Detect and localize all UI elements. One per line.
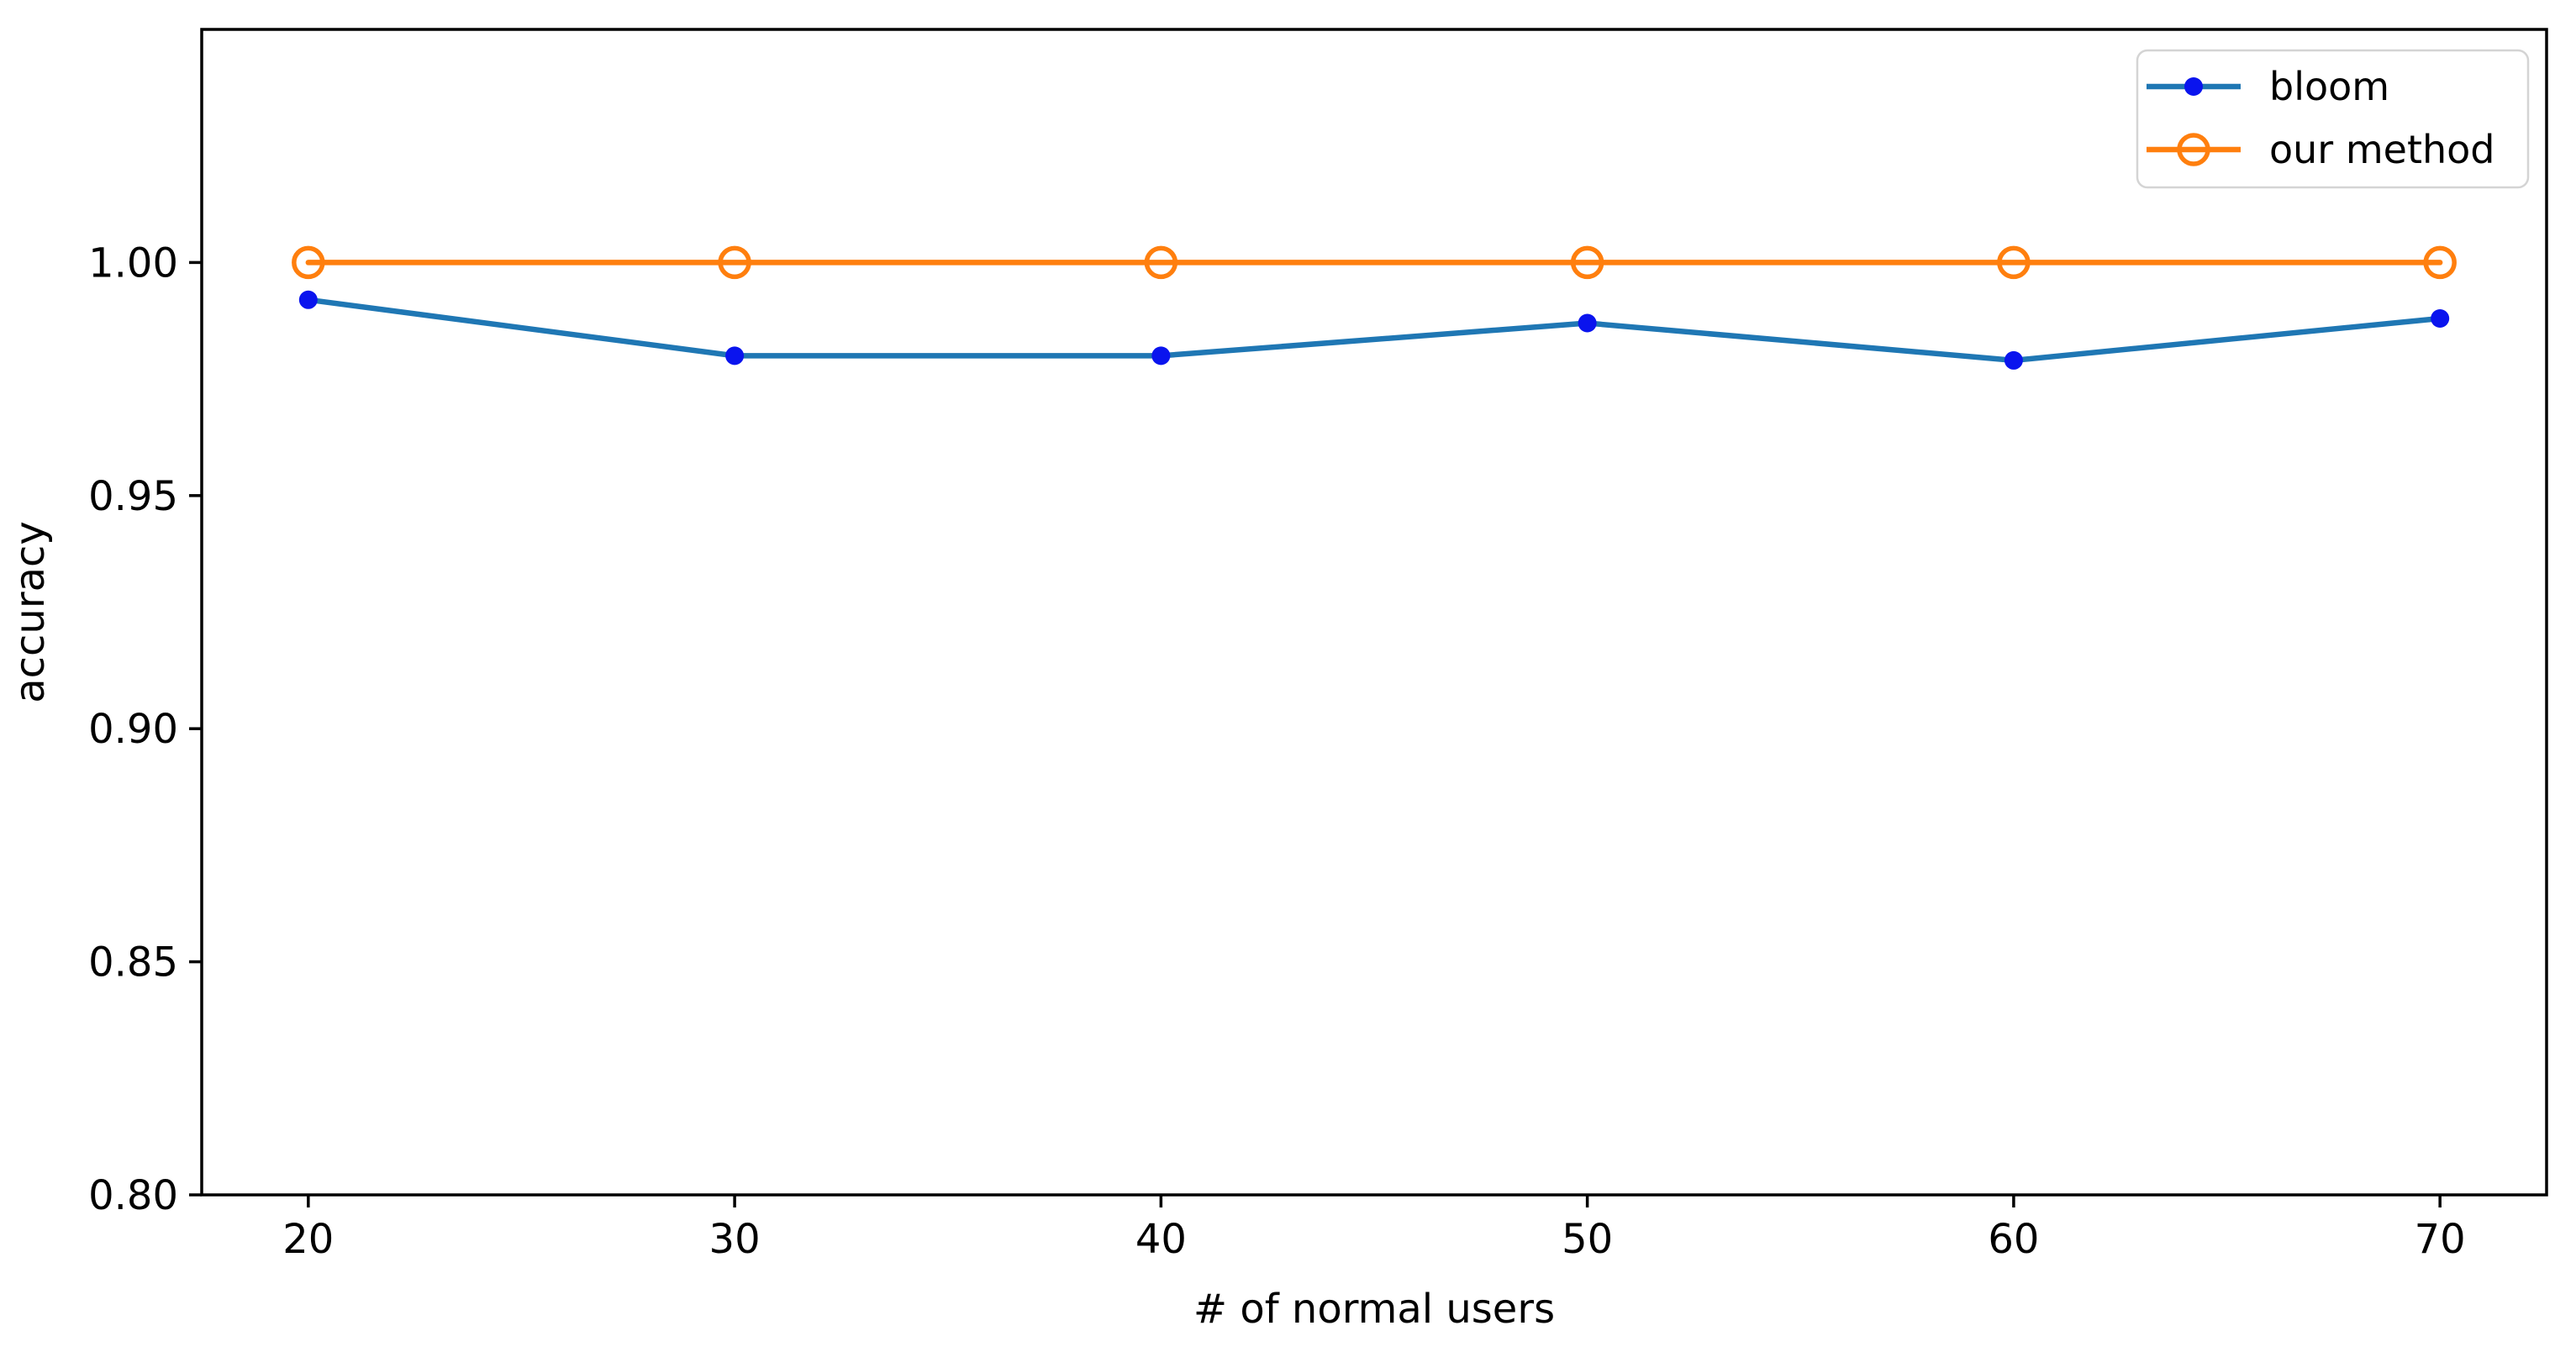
series-marker-our-method xyxy=(292,245,325,280)
series-marker-bloom xyxy=(1151,346,1171,366)
series-line-bloom xyxy=(305,297,2443,364)
x-tick-label: 40 xyxy=(1135,1216,1187,1263)
legend-marker-our-method-icon xyxy=(2177,133,2210,166)
x-tick-label: 30 xyxy=(709,1216,761,1263)
series-marker-our-method xyxy=(1144,245,1178,280)
axes-border xyxy=(200,28,2548,1197)
series-marker-our-method xyxy=(2423,245,2457,280)
series-marker-our-method xyxy=(1997,245,2031,280)
x-tick-label: 70 xyxy=(2415,1216,2466,1263)
series-marker-bloom xyxy=(2004,350,2023,370)
series-marker-bloom xyxy=(2431,308,2450,328)
x-axis-title: # of normal users xyxy=(1193,1286,1555,1333)
series-marker-our-method xyxy=(1570,245,1604,280)
y-axis-title: accuracy xyxy=(7,521,54,703)
x-tick-label: 60 xyxy=(1988,1216,2039,1263)
series-marker-our-method xyxy=(718,245,751,280)
legend-marker-bloom-icon xyxy=(2184,77,2203,96)
x-tick-label: 20 xyxy=(282,1216,334,1263)
y-tick-label: 0.80 xyxy=(88,1172,178,1219)
plot-area xyxy=(202,29,2547,1195)
series-marker-bloom xyxy=(298,290,318,309)
y-tick-label: 1.00 xyxy=(88,239,178,287)
y-tick-label: 0.95 xyxy=(88,473,178,520)
legend: bloom our method xyxy=(2136,49,2530,189)
legend-label-our-method: our method xyxy=(2269,127,2494,172)
x-tick-label: 50 xyxy=(1562,1216,1613,1263)
y-tick-label: 0.85 xyxy=(88,939,178,986)
legend-label-bloom: bloom xyxy=(2269,64,2389,109)
series-marker-bloom xyxy=(725,346,745,366)
series-marker-bloom xyxy=(1578,313,1597,333)
y-tick-label: 0.90 xyxy=(88,706,178,753)
